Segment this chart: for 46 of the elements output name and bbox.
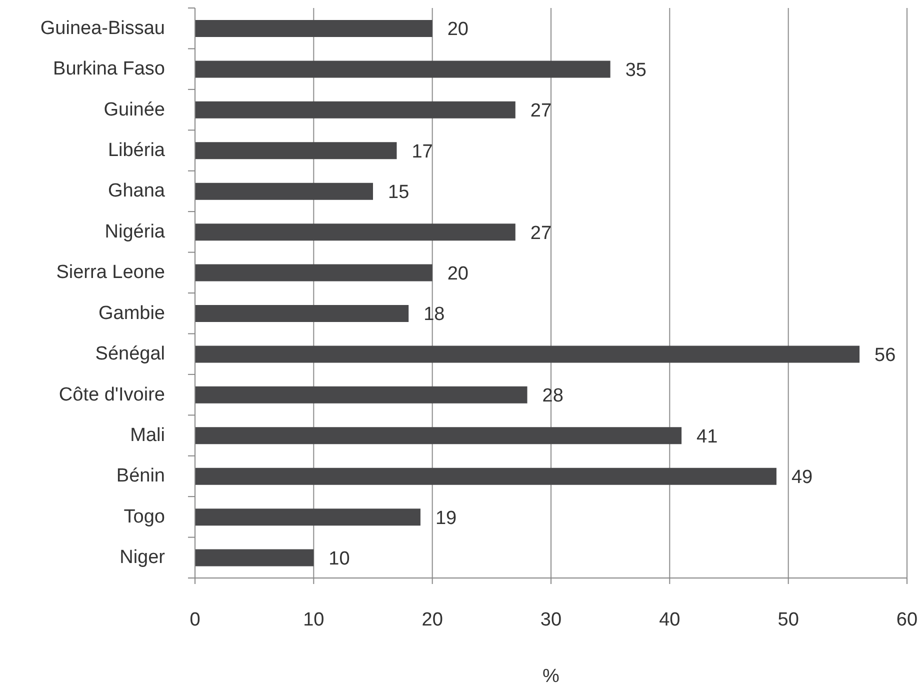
bar (195, 182, 373, 200)
bar (195, 427, 682, 444)
bar (195, 468, 776, 485)
x-tick-label: 60 (896, 609, 918, 630)
y-tick-label: Libéria (108, 140, 166, 161)
y-tick-label: Guinea-Bissau (40, 18, 165, 39)
y-tick-label: Nigéria (104, 221, 166, 242)
data-label: 49 (791, 467, 813, 488)
x-tick-label: 10 (303, 609, 324, 630)
data-label: 20 (447, 19, 468, 40)
y-tick-label: Burkina Faso (53, 58, 165, 80)
y-tick-label: Ghana (108, 180, 166, 202)
x-tick-label: 0 (190, 609, 200, 630)
x-tick-label: 50 (778, 609, 799, 630)
data-label: 56 (874, 344, 896, 366)
y-tick-label: Togo (124, 506, 165, 528)
y-tick-label: Niger (120, 547, 166, 568)
x-axis-title: % (542, 666, 560, 684)
data-label: 15 (388, 182, 410, 204)
data-label: 41 (696, 426, 718, 448)
data-label: 17 (412, 141, 433, 162)
x-tick-label: 30 (540, 609, 562, 630)
y-tick-label: Guinée (104, 99, 165, 120)
bar (195, 549, 314, 566)
bar (195, 386, 528, 404)
bar (195, 20, 432, 37)
y-tick-label: Côte d'Ivoire (58, 384, 165, 406)
bar (195, 508, 420, 526)
bar (195, 142, 397, 160)
data-label: 19 (435, 508, 457, 529)
data-label: 10 (328, 548, 350, 570)
y-tick-label: Sierra Leone (56, 262, 165, 284)
bar (195, 60, 610, 78)
data-label: 35 (625, 60, 646, 81)
bar (195, 305, 409, 322)
x-tick-label: 40 (659, 609, 680, 630)
bar (195, 224, 516, 241)
y-tick-label: Gambie (98, 302, 165, 324)
bar (195, 346, 860, 363)
x-tick-label: 20 (422, 609, 443, 630)
y-tick-label: Bénin (116, 466, 165, 487)
y-tick-label: Sénégal (95, 344, 165, 365)
data-label: 20 (447, 264, 468, 285)
bar (195, 264, 432, 282)
y-tick-label: Mali (130, 425, 165, 446)
bar (195, 101, 516, 118)
